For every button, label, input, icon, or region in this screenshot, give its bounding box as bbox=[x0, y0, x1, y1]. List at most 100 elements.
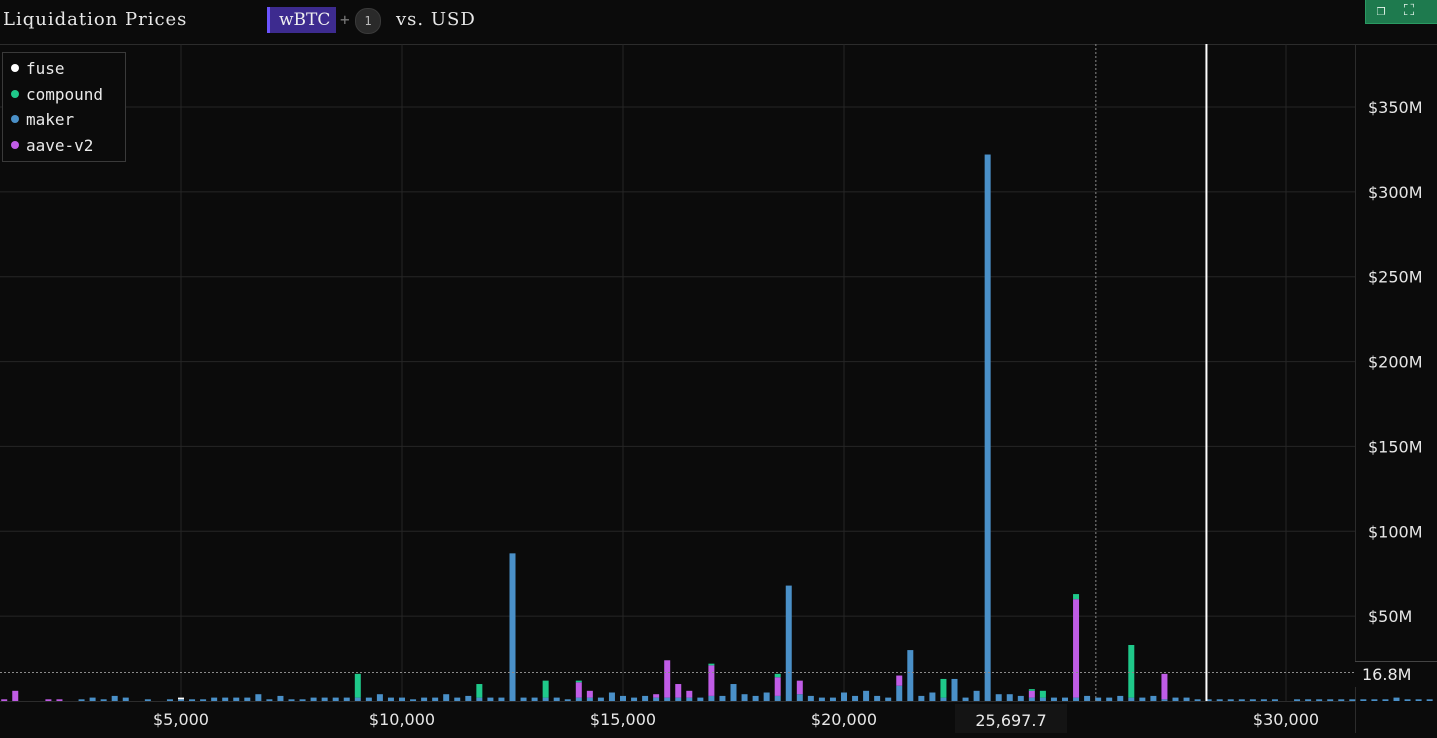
bar-segment-compound bbox=[1039, 690, 1046, 698]
bar-segment-maker bbox=[1205, 699, 1212, 701]
maker-color-dot bbox=[11, 114, 19, 123]
bar-segment-maker bbox=[752, 695, 759, 701]
bar-segment-compound bbox=[940, 678, 947, 698]
bar-segment-maker bbox=[421, 697, 428, 701]
bar-segment-maker bbox=[1172, 697, 1179, 701]
bar-segment-maker bbox=[321, 697, 328, 701]
bar-segment-maker bbox=[995, 694, 1002, 701]
bar-segment-maker bbox=[299, 699, 306, 701]
bar-segment-maker bbox=[1227, 699, 1234, 701]
bar-segment-maker bbox=[111, 695, 118, 701]
bar-segment-maker bbox=[476, 697, 483, 701]
bar-segment-compound bbox=[476, 684, 483, 698]
bar-segment-maker bbox=[675, 697, 682, 701]
bar-segment-maker bbox=[1327, 699, 1334, 701]
bar-segment-aave bbox=[12, 690, 19, 701]
bar-segment-aave bbox=[575, 682, 582, 698]
bar-segment-compound bbox=[575, 680, 582, 683]
bar-segment-compound bbox=[1128, 644, 1135, 698]
compound-color-dot bbox=[11, 89, 19, 98]
crosshair-y-value: 16.8M bbox=[1355, 661, 1437, 687]
bar-segment-maker bbox=[841, 692, 847, 701]
legend-item-maker[interactable]: maker bbox=[11, 110, 74, 129]
bar-segment-maker bbox=[454, 697, 461, 701]
legend-item-aave-v2[interactable]: aave-v2 bbox=[11, 136, 93, 155]
bar-segment-maker bbox=[1050, 697, 1057, 701]
bar-segment-maker bbox=[343, 697, 350, 701]
bar-segment-maker bbox=[973, 690, 980, 701]
bar-segment-maker bbox=[189, 699, 196, 701]
extra-asset-count-badge[interactable]: 1 bbox=[355, 8, 381, 34]
bar-segment-compound bbox=[708, 663, 715, 666]
bar-segment-maker bbox=[608, 692, 615, 701]
bar-segment-fuse bbox=[178, 697, 184, 700]
chart-legend: fuse compound maker aave-v2 bbox=[2, 52, 126, 162]
bar-segment-maker bbox=[222, 697, 229, 701]
bar-segment-maker bbox=[984, 154, 991, 701]
bar-segment-maker bbox=[89, 697, 96, 701]
bar-segment-maker bbox=[1150, 695, 1157, 701]
bar-segment-aave bbox=[45, 699, 52, 701]
bar-segment-maker bbox=[631, 697, 638, 701]
legend-item-fuse[interactable]: fuse bbox=[11, 59, 65, 78]
bar-segment-maker bbox=[1128, 697, 1135, 701]
bar-segment-aave bbox=[1073, 599, 1080, 698]
bar-segment-maker bbox=[697, 697, 704, 701]
bar-segment-aave bbox=[774, 677, 781, 696]
bar-segment-maker bbox=[796, 694, 803, 701]
bar-segment-maker bbox=[1294, 699, 1301, 701]
bar-segment-maker bbox=[653, 697, 660, 701]
add-asset-plus[interactable]: + bbox=[340, 10, 350, 29]
bar-segment-maker bbox=[962, 697, 969, 701]
legend-label-compound: compound bbox=[26, 85, 104, 104]
bar-segment-aave bbox=[686, 690, 693, 698]
bar-segment-maker bbox=[266, 699, 273, 701]
y-tick-label: $150M bbox=[1368, 437, 1423, 456]
legend-label-aave-v2: aave-v2 bbox=[26, 136, 94, 155]
x-tick-label: $5,000 bbox=[153, 710, 209, 729]
bar-segment-maker bbox=[951, 678, 958, 701]
bar-segment-maker bbox=[1028, 697, 1035, 701]
bar-segment-maker bbox=[1260, 699, 1267, 701]
copy-icon[interactable]: ❐ bbox=[1376, 1, 1386, 19]
bar-segment-maker bbox=[255, 694, 262, 701]
bar-segment-maker bbox=[1139, 697, 1146, 701]
bar-segment-maker bbox=[1062, 697, 1068, 701]
bar-segment-maker bbox=[829, 697, 836, 701]
x-tick-label: $15,000 bbox=[590, 710, 656, 729]
bar-segment-maker bbox=[354, 697, 361, 701]
bar-segment-maker bbox=[399, 697, 405, 701]
y-tick-label: $50M bbox=[1368, 607, 1412, 626]
bar-segment-maker bbox=[1249, 699, 1256, 701]
fullscreen-icon[interactable]: ⛶ bbox=[1403, 1, 1415, 19]
legend-label-fuse: fuse bbox=[26, 59, 65, 78]
bar-segment-maker bbox=[387, 697, 394, 701]
bar-segment-maker bbox=[1216, 699, 1223, 701]
bar-segment-maker bbox=[774, 695, 781, 701]
bar-segment-maker bbox=[166, 699, 173, 701]
bar-segment-maker bbox=[509, 553, 516, 701]
bar-segment-maker bbox=[620, 695, 626, 701]
bar-segment-maker bbox=[277, 695, 284, 701]
chart-header: Liquidation Prices wBTC + 1 vs. USD bbox=[0, 0, 1437, 44]
bar-segment-maker bbox=[542, 697, 549, 701]
bar-segment-maker bbox=[332, 697, 339, 701]
bar-segment-maker bbox=[918, 695, 925, 701]
bar-segment-maker bbox=[432, 697, 439, 701]
liquidation-chart[interactable]: $50M $100M $150M $200M $250M $300M $350M $5,000… bbox=[0, 44, 1437, 733]
bar-segment-compound bbox=[542, 680, 549, 698]
bar-segment-maker bbox=[907, 650, 914, 701]
bar-segment-maker bbox=[1371, 699, 1378, 701]
bar-segment-aave bbox=[896, 675, 903, 686]
bar-segment-maker bbox=[520, 697, 527, 701]
legend-item-compound[interactable]: compound bbox=[11, 85, 103, 104]
window-controls: ❐ ⛶ bbox=[1365, 0, 1437, 24]
asset-selector[interactable]: wBTC bbox=[267, 7, 337, 33]
bar-segment-maker bbox=[940, 697, 947, 701]
bar-segment-maker bbox=[288, 699, 295, 701]
bar-segment-compound bbox=[774, 673, 781, 678]
bar-segment-maker bbox=[410, 699, 417, 701]
bar-segment-maker bbox=[1095, 697, 1102, 701]
bar-segment-maker bbox=[1271, 699, 1278, 701]
bar-segment-maker bbox=[741, 694, 748, 701]
